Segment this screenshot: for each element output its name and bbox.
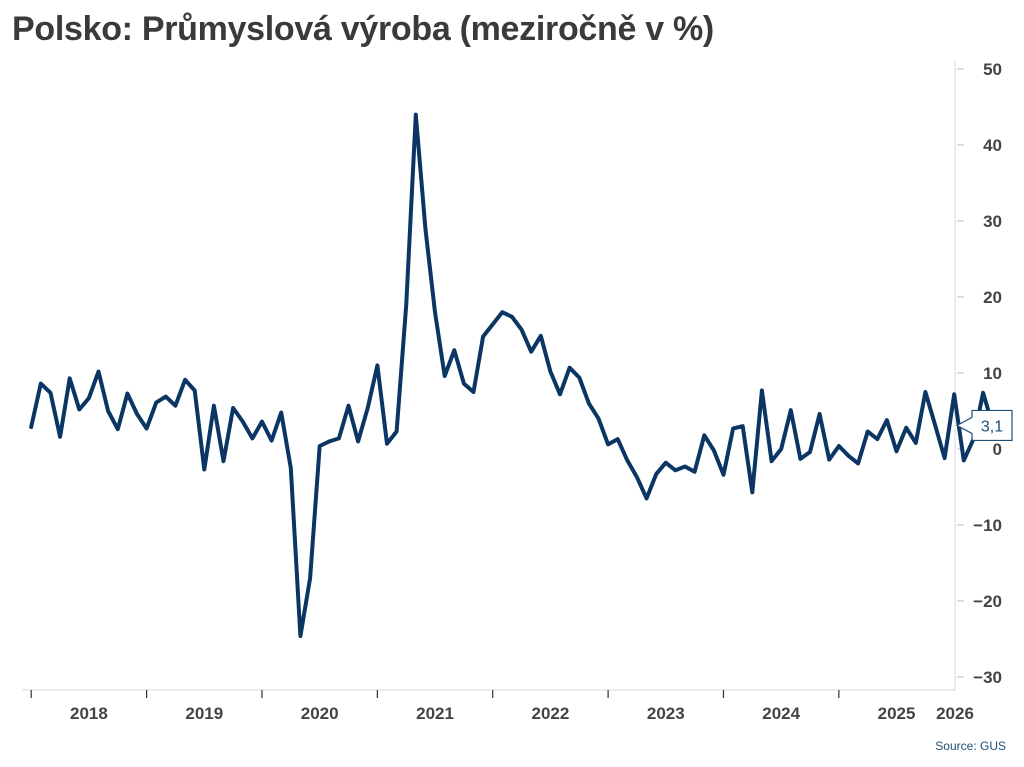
x-tick-label: 2024 bbox=[762, 704, 800, 723]
last-value-label: 3,1 bbox=[981, 418, 1003, 435]
x-tick-label: 2022 bbox=[532, 704, 570, 723]
y-tick-label: 30 bbox=[983, 212, 1002, 231]
y-tick-label: 0 bbox=[993, 440, 1002, 459]
x-tick-label: 2019 bbox=[185, 704, 223, 723]
x-tick-label: 2026 bbox=[936, 704, 974, 723]
x-tick-label: 2025 bbox=[878, 704, 916, 723]
last-value-callout: 3,1 bbox=[955, 409, 1013, 442]
x-tick-label: 2021 bbox=[416, 704, 454, 723]
y-tick-label: −30 bbox=[973, 668, 1002, 687]
last-value-box bbox=[955, 409, 1013, 442]
x-tick-label: 2018 bbox=[70, 704, 108, 723]
x-tick-label: 2023 bbox=[647, 704, 685, 723]
x-tick-label: 2020 bbox=[301, 704, 339, 723]
y-tick-label: 40 bbox=[983, 136, 1002, 155]
source-note: Source: GUS bbox=[935, 739, 1006, 753]
chart-title: Polsko: Průmyslová výroba (meziročně v %… bbox=[12, 10, 714, 48]
y-tick-label: 50 bbox=[983, 60, 1002, 79]
y-tick-label: 10 bbox=[983, 364, 1002, 383]
y-tick-label: −20 bbox=[973, 592, 1002, 611]
y-tick-label: 20 bbox=[983, 288, 1002, 307]
y-tick-label: −10 bbox=[973, 516, 1002, 535]
series-line bbox=[29, 112, 995, 638]
